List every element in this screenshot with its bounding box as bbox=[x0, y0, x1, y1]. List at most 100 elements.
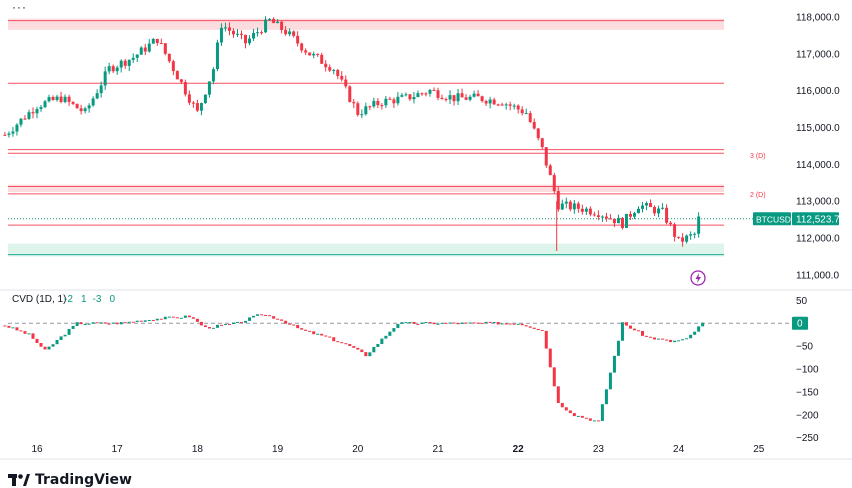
cvd-candle bbox=[488, 321, 492, 323]
cvd-candle bbox=[15, 327, 19, 331]
cvd-candle bbox=[492, 322, 496, 324]
cvd-candle bbox=[532, 327, 536, 329]
candle-body bbox=[252, 32, 256, 39]
candle-body bbox=[151, 38, 155, 44]
cvd-candle bbox=[19, 330, 23, 332]
cvd-candle bbox=[424, 322, 428, 324]
cvd-candle bbox=[43, 346, 47, 350]
level-annotation-label: 3 (D) bbox=[750, 153, 766, 160]
candle-body bbox=[693, 233, 697, 235]
candle-body bbox=[576, 203, 580, 209]
candle-body bbox=[649, 203, 653, 207]
candle-body bbox=[59, 96, 63, 103]
candle-body bbox=[464, 97, 468, 100]
cvd-candle bbox=[163, 316, 167, 320]
cvd-candle bbox=[83, 323, 87, 325]
candle-body bbox=[248, 38, 252, 44]
candle-body bbox=[484, 101, 488, 104]
price-chart[interactable]: 118,000.0 117,000.0 116,000.0 115,000.0 114,… bbox=[0, 0, 852, 470]
candle-body bbox=[119, 60, 123, 68]
cvd-candle bbox=[123, 322, 127, 324]
candle-body bbox=[143, 47, 147, 52]
cvd-candle bbox=[444, 322, 448, 324]
candle-body bbox=[207, 81, 211, 95]
cvd-candle bbox=[681, 339, 685, 341]
candle-body bbox=[556, 191, 560, 210]
candle-body bbox=[400, 95, 404, 97]
price-tick-label: 113,000.0 bbox=[796, 197, 840, 208]
candle-body bbox=[596, 215, 600, 218]
cvd-candle bbox=[604, 389, 608, 405]
candle-body bbox=[637, 208, 640, 214]
cvd-candle bbox=[199, 321, 203, 326]
cvd-candle bbox=[440, 322, 444, 324]
menu-dots[interactable]: ··· bbox=[12, 0, 27, 14]
candle-body bbox=[300, 43, 304, 51]
cvd-candle bbox=[372, 346, 376, 353]
cvd-candle bbox=[572, 413, 576, 417]
cvd-candle bbox=[59, 336, 63, 341]
candle-body bbox=[420, 93, 424, 95]
cvd-candle bbox=[600, 404, 604, 421]
cvd-candle bbox=[296, 324, 300, 329]
candle-body bbox=[488, 99, 492, 104]
candle-body bbox=[364, 106, 368, 115]
cvd-candle bbox=[288, 323, 292, 325]
cvd-candle bbox=[540, 330, 544, 332]
candle-body bbox=[163, 43, 167, 54]
candle-body bbox=[356, 103, 360, 115]
candle-body bbox=[51, 97, 55, 101]
cvd-candle bbox=[260, 314, 264, 316]
cvd-candle bbox=[236, 321, 239, 323]
cvd-value-tag bbox=[792, 316, 808, 330]
cvd-candle bbox=[127, 321, 131, 323]
candle-body bbox=[452, 95, 456, 102]
candle-body bbox=[348, 86, 352, 102]
cvd-candle bbox=[308, 330, 312, 332]
cvd-candle bbox=[131, 321, 135, 323]
cvd-candle bbox=[608, 372, 612, 390]
cvd-candle bbox=[75, 322, 79, 326]
cvd-candle bbox=[380, 338, 384, 344]
cvd-candle bbox=[564, 407, 568, 411]
candle-body bbox=[272, 18, 276, 24]
candle-body bbox=[191, 102, 195, 104]
cvd-candle bbox=[576, 415, 580, 417]
cvd-candle bbox=[31, 333, 35, 339]
cvd-tick-label: −200 bbox=[796, 410, 819, 421]
candle-body bbox=[560, 203, 564, 210]
cvd-candle bbox=[476, 322, 480, 324]
candle-body bbox=[75, 103, 79, 109]
cvd-candle bbox=[207, 327, 211, 329]
cvd-candle bbox=[147, 320, 151, 322]
candle-body bbox=[620, 217, 624, 228]
cvd-candle bbox=[496, 322, 500, 325]
cvd-candle bbox=[183, 315, 187, 318]
candle-body bbox=[500, 104, 504, 106]
candle-body bbox=[540, 138, 544, 148]
candle-body bbox=[544, 147, 548, 166]
candle-body bbox=[91, 98, 95, 106]
candle-body bbox=[268, 18, 272, 20]
candle-body bbox=[99, 85, 103, 94]
cvd-candle bbox=[368, 352, 372, 357]
price-tick-label: 116,000.0 bbox=[796, 86, 840, 97]
cvd-candle bbox=[592, 420, 596, 422]
candle-body bbox=[580, 208, 584, 212]
candle-body bbox=[524, 113, 528, 115]
candle-body bbox=[416, 93, 420, 98]
cvd-candle bbox=[340, 342, 344, 344]
symbol-label: BTCUSD bbox=[756, 214, 791, 224]
cvd-candle bbox=[219, 324, 223, 326]
candle-body bbox=[456, 93, 460, 102]
price-tick-label: 111,000.0 bbox=[796, 270, 839, 281]
cvd-candle bbox=[516, 323, 520, 325]
x-tick-label: 20 bbox=[352, 444, 364, 455]
cvd-candle bbox=[548, 348, 552, 368]
x-tick-label: 18 bbox=[192, 444, 204, 455]
cvd-candle bbox=[428, 322, 432, 324]
cvd-candle bbox=[159, 318, 163, 320]
cvd-candle bbox=[596, 420, 600, 422]
cvd-candle bbox=[171, 316, 175, 318]
candle-body bbox=[628, 213, 632, 217]
